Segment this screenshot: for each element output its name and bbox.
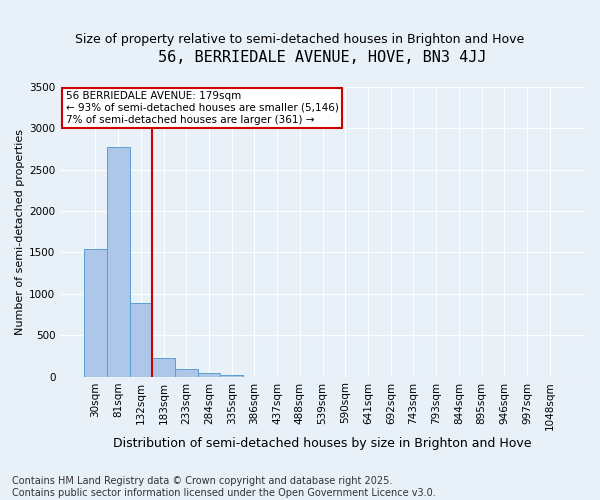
Bar <box>84 249 107 376</box>
Bar <box>175 368 198 376</box>
X-axis label: Distribution of semi-detached houses by size in Brighton and Hove: Distribution of semi-detached houses by … <box>113 437 532 450</box>
Bar <box>152 358 175 376</box>
Title: 56, BERRIEDALE AVENUE, HOVE, BN3 4JJ: 56, BERRIEDALE AVENUE, HOVE, BN3 4JJ <box>158 50 487 65</box>
Text: 56 BERRIEDALE AVENUE: 179sqm
← 93% of semi-detached houses are smaller (5,146)
7: 56 BERRIEDALE AVENUE: 179sqm ← 93% of se… <box>65 92 338 124</box>
Bar <box>198 374 220 376</box>
Bar <box>130 303 152 376</box>
Y-axis label: Number of semi-detached properties: Number of semi-detached properties <box>15 129 25 335</box>
Text: Size of property relative to semi-detached houses in Brighton and Hove: Size of property relative to semi-detach… <box>76 32 524 46</box>
Text: Contains HM Land Registry data © Crown copyright and database right 2025.
Contai: Contains HM Land Registry data © Crown c… <box>12 476 436 498</box>
Bar <box>107 146 130 376</box>
